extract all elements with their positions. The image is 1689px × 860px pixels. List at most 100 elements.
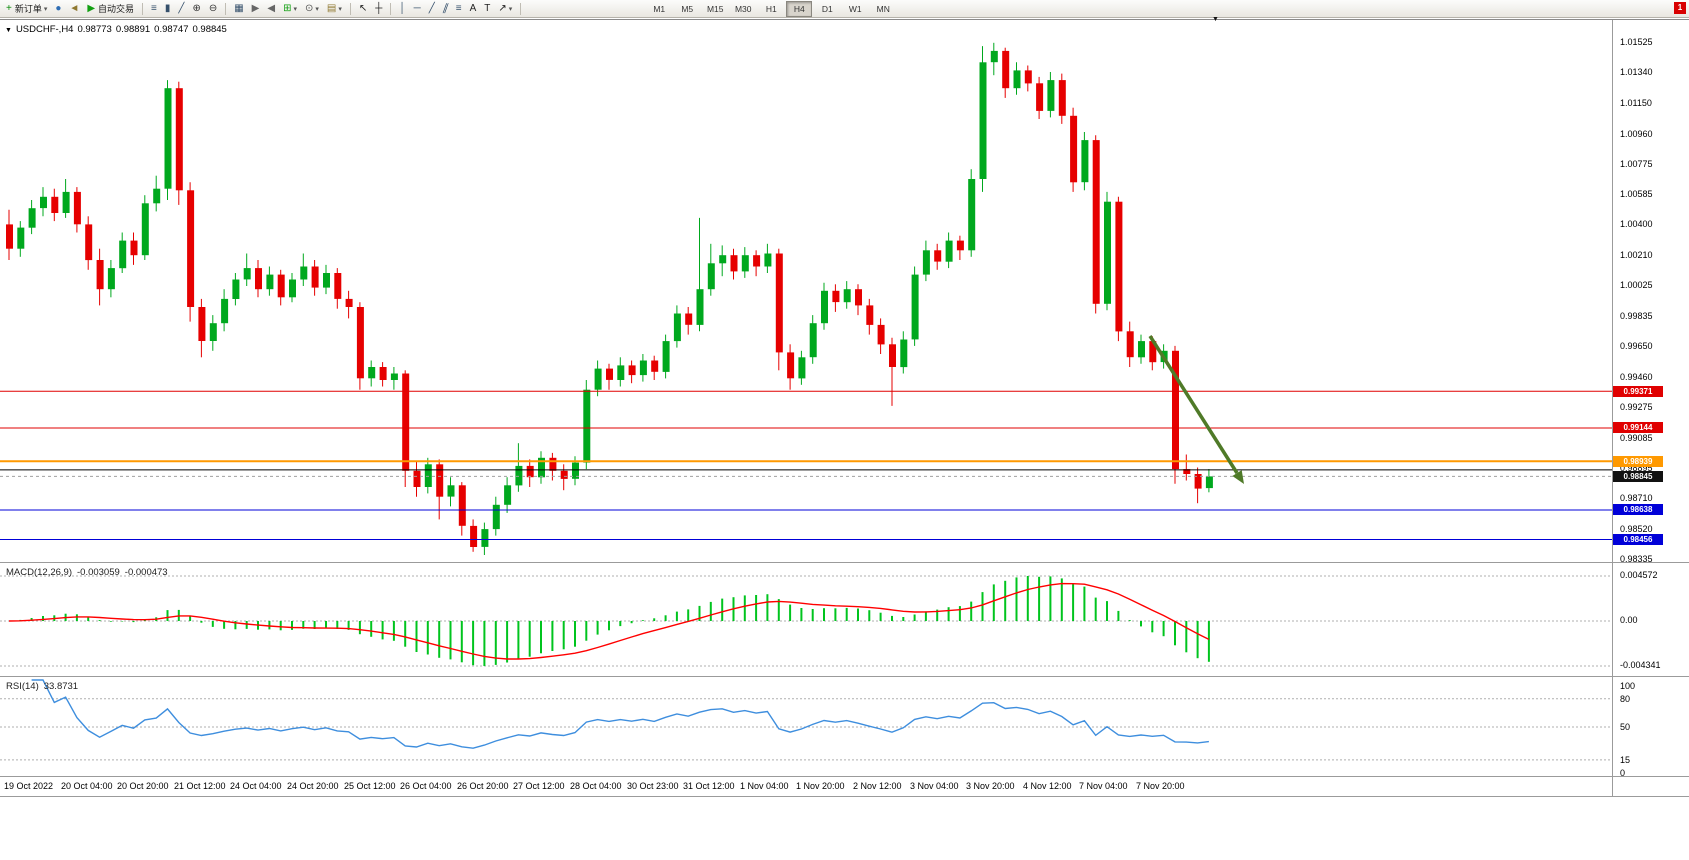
time-axis-label: 7 Nov 20:00 — [1136, 781, 1185, 791]
price-line-badge[interactable]: 0.98638 — [1613, 504, 1663, 515]
panel-separator[interactable] — [0, 776, 1689, 777]
rsi-name: RSI(14) — [6, 681, 39, 692]
new-order-button[interactable]: + 新订单 ▾ — [3, 1, 50, 16]
ohlc-open: 0.98773 — [77, 24, 112, 35]
time-axis-label: 19 Oct 2022 — [4, 781, 54, 791]
price-axis-label: 0.99275 — [1620, 402, 1653, 412]
equidistant-channel-icon: ∥ — [440, 3, 450, 14]
price-line-badge[interactable]: 0.98939 — [1613, 456, 1663, 467]
cursor-button[interactable]: ↖ — [356, 1, 370, 16]
templates-icon: ▤ — [326, 3, 337, 14]
macd-main-value: -0.003059 — [77, 567, 120, 578]
time-axis-label: 31 Oct 12:00 — [683, 781, 735, 791]
price-axis-label: 0.99835 — [1620, 311, 1653, 321]
horizontal-line-button[interactable]: ─ — [411, 1, 424, 16]
price-line-badge[interactable]: 0.99144 — [1613, 422, 1663, 433]
new-order-icon: + — [6, 3, 12, 14]
price-axis-label: 1.00210 — [1620, 250, 1653, 260]
new-order-label: 新订单 — [14, 4, 42, 14]
time-axis-label: 24 Oct 20:00 — [287, 781, 339, 791]
timeframe-d1-button[interactable]: D1 — [821, 3, 833, 14]
chart-menu-icon[interactable]: ▼ — [5, 27, 12, 34]
templates-button[interactable]: ▤ ▾ — [324, 1, 345, 16]
time-axis-label: 30 Oct 23:00 — [627, 781, 679, 791]
price-axis-border — [1612, 20, 1613, 797]
fibonacci-icon: ≡ — [455, 3, 462, 14]
time-axis-label: 1 Nov 20:00 — [796, 781, 845, 791]
megaphone-icon: ◄ — [69, 3, 80, 14]
panel-separator[interactable] — [0, 562, 1689, 563]
time-axis-label: 20 Oct 04:00 — [61, 781, 113, 791]
crosshair-icon: ┼ — [375, 3, 383, 14]
zoom-in-button[interactable]: ⊕ — [189, 1, 203, 16]
notification-badge[interactable]: 1 — [1674, 2, 1686, 14]
bar-chart-button[interactable]: ≡ — [148, 1, 160, 16]
price-line-badge[interactable]: 0.98456 — [1613, 534, 1663, 545]
trendline-icon: ╱ — [428, 3, 435, 14]
auto-trading-button[interactable]: ▶ 自动交易 — [84, 1, 137, 16]
tile-windows-button[interactable]: ▦ — [231, 1, 246, 16]
price-axis-label: 0.98710 — [1620, 493, 1653, 503]
macd-signal-value: -0.000473 — [124, 567, 168, 578]
panel-separator[interactable] — [0, 676, 1689, 677]
price-axis-label: 1.00960 — [1620, 129, 1653, 139]
periods-button[interactable]: ⊙ ▾ — [302, 1, 322, 16]
indicators-button[interactable]: ⊞ ▾ — [280, 1, 300, 16]
trendline-button[interactable]: ╱ — [426, 1, 438, 16]
macd-axis-label: -0.004341 — [1620, 660, 1661, 670]
auto-scroll-button[interactable]: ▶ — [249, 1, 263, 16]
cursor-icon: ↖ — [358, 3, 368, 14]
price-line-badge[interactable]: 0.98845 — [1613, 471, 1663, 482]
candlestick-chart-button[interactable]: ▮ — [162, 1, 174, 16]
crosshair-button[interactable]: ┼ — [372, 1, 385, 16]
arrows-button[interactable]: ↗ ▾ — [495, 1, 515, 16]
timeframe-mn-button[interactable]: MN — [876, 3, 890, 14]
ohlc-close: 0.98845 — [192, 24, 227, 35]
macd-name: MACD(12,26,9) — [6, 567, 72, 578]
rsi-axis-label: 50 — [1620, 722, 1631, 732]
vertical-line-button[interactable]: │ — [396, 1, 408, 16]
vertical-line-icon: │ — [399, 3, 406, 14]
time-axis-label: 28 Oct 04:00 — [570, 781, 622, 791]
chart-title: ▼ USDCHF-,H4 0.98773 0.98891 0.98747 0.98845 — [5, 24, 231, 35]
time-axis-label: 24 Oct 04:00 — [230, 781, 282, 791]
timeframe-w1-button[interactable]: W1 — [848, 3, 862, 14]
timeframe-m5-button[interactable]: M5 — [681, 3, 694, 14]
zoom-out-button[interactable]: ⊖ — [206, 1, 220, 16]
timeframe-m1-button[interactable]: M1 — [653, 3, 666, 14]
user-icon: ● — [55, 3, 62, 14]
bar-chart-icon: ≡ — [151, 3, 157, 14]
toolbar-overflow-icon[interactable]: ▼ — [1212, 16, 1219, 23]
rsi-value: 33.8731 — [43, 681, 79, 692]
chart-shift-icon: ◀ — [267, 3, 276, 14]
price-axis-label: 1.00400 — [1620, 219, 1653, 229]
time-axis-label: 20 Oct 20:00 — [117, 781, 169, 791]
line-chart-button[interactable]: ╱ — [175, 1, 187, 16]
toolbar-separator — [520, 2, 522, 15]
rsi-axis-label: 0 — [1620, 768, 1626, 778]
equidistant-channel-button[interactable]: ∥ — [440, 1, 451, 16]
rsi-axis-label: 100 — [1620, 681, 1636, 691]
timeframe-h4-button[interactable]: H4 — [786, 0, 813, 17]
timeframe-h1-button[interactable]: H1 — [765, 3, 777, 14]
timeframe-toolbar: M1 M5 M15 M30 H1 H4 D1 W1 MN — [645, 0, 897, 17]
timeframe-m30-button[interactable]: M30 — [734, 3, 752, 14]
auto-trading-label: 自动交易 — [98, 4, 135, 14]
fibonacci-button[interactable]: ≡ — [453, 1, 465, 16]
text-label-icon: T — [484, 3, 491, 14]
price-axis-label: 1.01150 — [1620, 98, 1652, 108]
macd-axis-label: 0.004572 — [1620, 570, 1658, 580]
price-line-badge[interactable]: 0.99371 — [1613, 386, 1663, 397]
text-label-button[interactable]: T — [481, 1, 493, 16]
text-button[interactable]: A — [467, 1, 480, 16]
rsi-label: RSI(14) 33.8731 — [6, 681, 83, 692]
megaphone-button[interactable]: ◄ — [66, 1, 82, 16]
user-button[interactable]: ● — [52, 1, 64, 16]
ohlc-low: 0.98747 — [154, 24, 189, 35]
timeframe-m15-button[interactable]: M15 — [706, 3, 724, 14]
price-axis-label: 1.01525 — [1620, 37, 1653, 47]
chart-shift-button[interactable]: ◀ — [264, 1, 278, 16]
arrows-icon: ↗ — [498, 3, 507, 14]
horizontal-line-icon: ─ — [413, 3, 421, 14]
